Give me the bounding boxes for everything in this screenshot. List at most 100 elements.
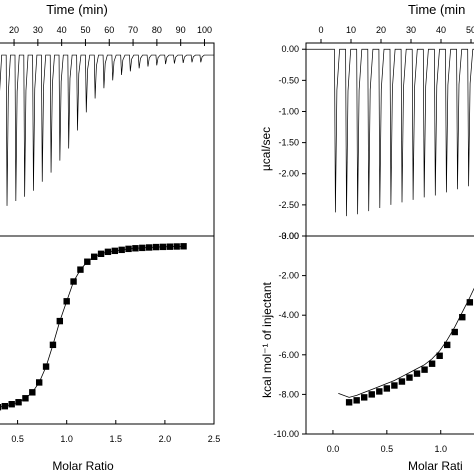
left-bottom-data-point: [15, 399, 22, 406]
right-bottom-data-point: [443, 341, 451, 349]
left-bottom-data-point: [180, 243, 187, 250]
left-top-x-ticks: 20 30 40 50 60 70 80 90 100: [9, 25, 212, 46]
right-top-x-ticks: 0 10 20 30 40 50: [318, 25, 474, 43]
right-bottom-y-tick-label: -10.00: [273, 429, 299, 439]
left-bottom-data-point: [1, 402, 9, 410]
right-bottom-data-point: [436, 352, 443, 359]
right-bottom-x-tick-label: 0.0: [327, 444, 340, 454]
left-bottom-fit-line: [0, 245, 184, 408]
right-bottom-y-tick-label: -8.00: [278, 389, 299, 399]
right-top-y-ticks: 0.00 -0.50 -1.00 -1.50 -2.00 -2.50 -3.00: [278, 44, 306, 241]
left-bottom-data-point: [90, 253, 98, 260]
left-bottom-data-point: [49, 341, 57, 349]
right-top-y-tick-label: -0.50: [278, 75, 299, 85]
right-bottom-data-point: [361, 394, 368, 401]
left-top-x-tick-label: 80: [152, 25, 162, 35]
right-bottom-data-point: [466, 299, 474, 306]
right-bottom-data-point: [428, 360, 436, 367]
right-top-x-tick-label: 10: [346, 25, 356, 35]
left-bottom-data-point: [111, 247, 119, 255]
left-bottom-data-point: [97, 250, 105, 258]
right-top-x-axis-title: Time (min: [408, 2, 465, 17]
left-top-x-tick-label: 20: [9, 25, 19, 35]
left-top-x-tick-label: 40: [57, 25, 67, 35]
left-bottom-data-point: [35, 379, 43, 386]
left-top-frame: [0, 42, 215, 237]
left-bottom-x-ticks: 0.5 1.0 1.5 2.0 2.5: [11, 420, 220, 444]
left-bottom-data-point: [42, 363, 50, 370]
left-bottom-data-point: [139, 244, 146, 252]
left-bottom-data-point: [132, 245, 139, 252]
left-bottom-x-tick-label: 2.0: [159, 434, 172, 444]
right-bottom-data-point: [459, 313, 466, 321]
left-top-panel: 20 30 40 50 60 70 80 90 100 Time (min): [0, 2, 215, 237]
left-top-x-tick-label: 30: [33, 25, 43, 35]
right-bottom-data-point: [353, 397, 360, 404]
left-top-thermogram: [0, 54, 214, 206]
left-bottom-data-point: [152, 243, 160, 251]
right-top-y-tick-label: -1.50: [278, 138, 299, 148]
left-bottom-data-point: [77, 266, 84, 273]
left-bottom-x-tick-label: 2.5: [208, 434, 221, 444]
left-bottom-data-points: [0, 243, 187, 411]
left-top-x-axis-title: Time (min): [46, 2, 108, 17]
left-bottom-data-point: [104, 248, 112, 256]
left-bottom-data-point: [166, 243, 174, 250]
right-top-thermogram-trace: [306, 48, 474, 217]
right-bottom-data-point: [376, 388, 383, 395]
left-bottom-data-point: [173, 243, 180, 250]
left-bottom-data-point: [70, 278, 77, 285]
right-bottom-data-point: [368, 391, 375, 398]
right-top-y-tick-label: -2.00: [278, 169, 299, 179]
left-bottom-x-tick-label: 1.0: [60, 434, 73, 444]
right-bottom-x-tick-label: 1.0: [434, 444, 447, 454]
left-bottom-data-point: [145, 244, 153, 251]
right-top-panel: 0 10 20 30 40 50 0.00 -0.50 -1.00 -1.50 -2.00 -2.5…: [259, 2, 474, 241]
left-bottom-data-point: [125, 245, 132, 253]
left-bottom-data-point: [118, 246, 125, 254]
right-top-y-tick-label: -3.00: [278, 231, 299, 241]
right-top-x-tick-label: 50: [466, 25, 474, 35]
right-bottom-y-tick-label: -4.00: [278, 310, 299, 320]
left-top-x-tick-label: 70: [128, 25, 138, 35]
left-bottom-data-point: [0, 403, 2, 411]
right-top-x-tick-label: 40: [436, 25, 446, 35]
right-bottom-panel: 0.0 0.5 1.0 0.00 -2.00 -4.00 -6.00 -8.00 -10.00…: [260, 231, 474, 473]
right-bottom-data-point: [398, 378, 406, 385]
left-top-x-tick-label: 90: [176, 25, 186, 35]
left-bottom-data-point: [8, 401, 15, 408]
left-top-x-tick-label: 100: [197, 25, 212, 35]
left-top-thermogram-trace: [0, 54, 214, 206]
right-bottom-data-points: [345, 299, 474, 406]
right-bottom-x-axis-title: Molar Rati: [408, 459, 463, 473]
right-top-y-tick-label: -1.00: [278, 106, 299, 116]
right-bottom-data-point: [391, 382, 398, 389]
right-top-thermogram: [306, 48, 474, 217]
right-bottom-data-point: [406, 374, 413, 381]
right-bottom-y-ticks: 0.00 -2.00 -4.00 -6.00 -8.00 -10.00: [273, 231, 306, 439]
right-bottom-data-point: [413, 370, 421, 377]
left-top-x-tick-label: 50: [80, 25, 90, 35]
right-bottom-y-tick-label: -6.00: [278, 350, 299, 360]
left-bottom-x-axis-title: Molar Ratio: [52, 459, 114, 473]
left-bottom-x-tick-label: 0.5: [11, 434, 24, 444]
right-bottom-y-tick-label: 0.00: [281, 231, 299, 241]
left-bottom-data-point: [63, 298, 70, 305]
right-top-x-tick-label: 0: [318, 25, 323, 35]
right-bottom-data-point: [451, 328, 458, 336]
right-top-x-tick-label: 20: [376, 25, 386, 35]
right-bottom-data-point: [345, 399, 353, 406]
left-bottom-data-point: [56, 317, 64, 325]
left-bottom-panel: 0.5 1.0 1.5 2.0 2.5 Molar Ratio: [0, 235, 220, 473]
left-top-x-tick-label: 60: [104, 25, 114, 35]
right-top-y-axis-title: µcal/sec: [259, 127, 273, 171]
right-top-y-tick-label: -2.50: [278, 200, 299, 210]
left-bottom-data-point: [22, 395, 29, 402]
left-bottom-fit-curve: [0, 245, 184, 408]
left-bottom-data-point: [84, 258, 91, 265]
left-bottom-data-point: [29, 389, 36, 396]
right-bottom-data-point: [421, 366, 428, 373]
left-bottom-x-tick-label: 1.5: [110, 434, 123, 444]
right-bottom-y-axis-title: kcal mol⁻¹ of injectant: [260, 281, 274, 397]
